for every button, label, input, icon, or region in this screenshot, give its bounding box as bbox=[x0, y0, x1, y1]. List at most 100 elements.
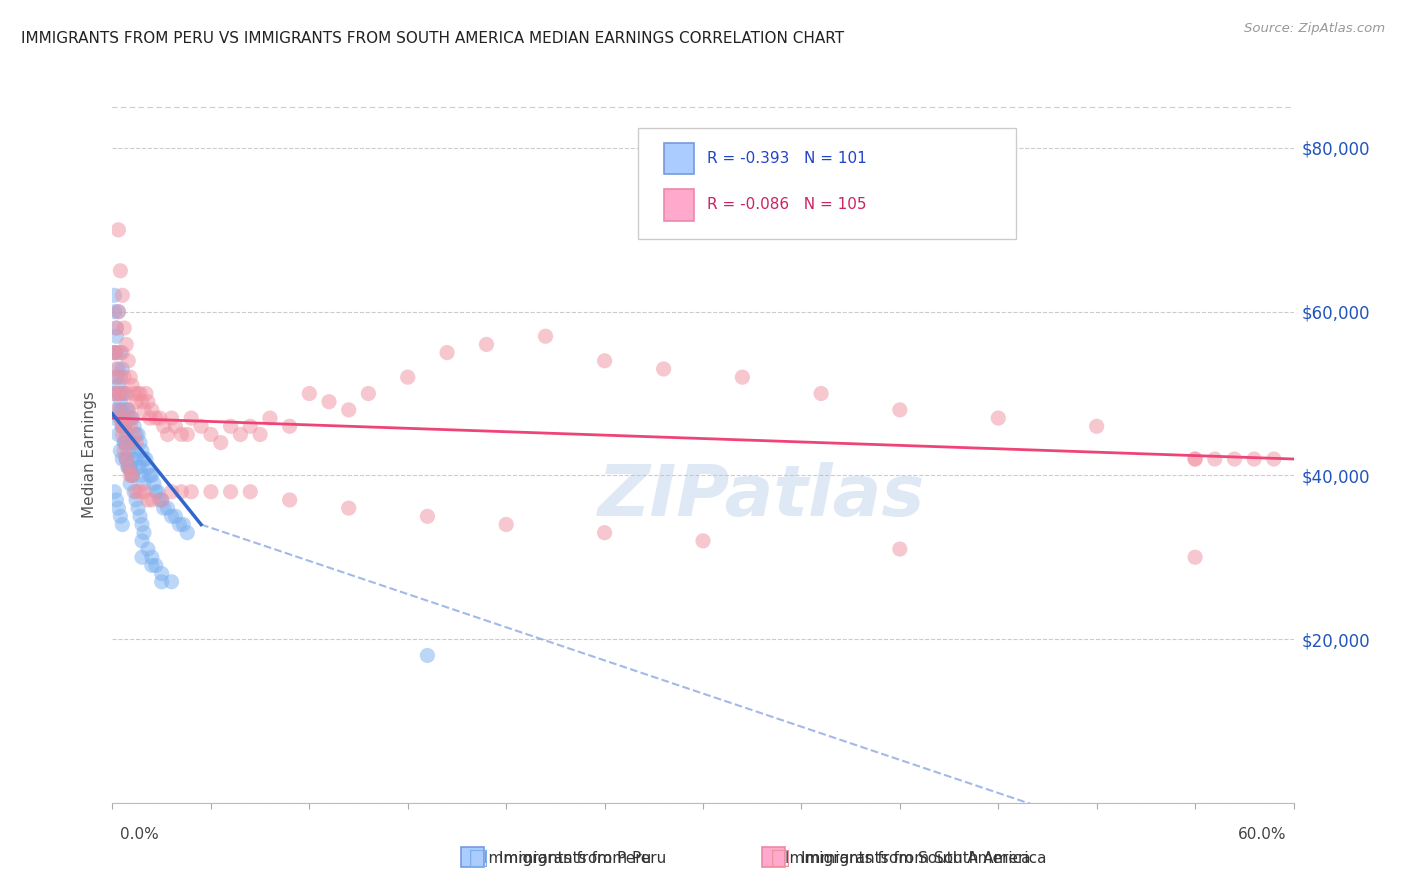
Point bbox=[117, 460, 139, 475]
Point bbox=[120, 435, 142, 450]
Point bbox=[209, 435, 232, 450]
Point bbox=[169, 517, 191, 532]
Point bbox=[987, 411, 1010, 425]
Point bbox=[107, 427, 129, 442]
Point bbox=[152, 419, 174, 434]
Point bbox=[111, 419, 134, 434]
Point bbox=[120, 411, 142, 425]
Point bbox=[190, 419, 212, 434]
Point bbox=[131, 533, 153, 548]
Point bbox=[107, 386, 129, 401]
Point bbox=[120, 476, 142, 491]
Point bbox=[141, 492, 163, 507]
Point bbox=[115, 386, 138, 401]
Point bbox=[1085, 419, 1108, 434]
Point bbox=[103, 345, 125, 359]
Point bbox=[107, 378, 129, 392]
Point bbox=[125, 484, 148, 499]
Point bbox=[111, 419, 134, 434]
Point bbox=[416, 509, 439, 524]
Point bbox=[111, 288, 134, 302]
Point bbox=[115, 435, 138, 450]
Point bbox=[200, 484, 222, 499]
Point bbox=[107, 403, 129, 417]
Point bbox=[111, 517, 134, 532]
Point bbox=[249, 427, 271, 442]
Point bbox=[103, 345, 125, 359]
Point bbox=[103, 288, 125, 302]
Point bbox=[112, 419, 135, 434]
Text: Immigrants from South America: Immigrants from South America bbox=[801, 851, 1047, 865]
Point bbox=[111, 386, 134, 401]
Point bbox=[229, 427, 252, 442]
FancyBboxPatch shape bbox=[461, 847, 484, 867]
Point bbox=[103, 304, 125, 318]
Point bbox=[357, 386, 380, 401]
Point bbox=[112, 419, 135, 434]
Point bbox=[160, 509, 183, 524]
Point bbox=[111, 403, 134, 417]
Point bbox=[136, 460, 159, 475]
Point bbox=[115, 403, 138, 417]
FancyBboxPatch shape bbox=[638, 128, 1017, 239]
Point bbox=[129, 509, 152, 524]
Point bbox=[111, 452, 134, 467]
Point bbox=[141, 558, 163, 573]
Point bbox=[1184, 452, 1206, 467]
Point bbox=[111, 419, 134, 434]
Point bbox=[160, 484, 183, 499]
Point bbox=[110, 411, 132, 425]
Point bbox=[122, 419, 145, 434]
Point bbox=[889, 403, 911, 417]
Point bbox=[149, 411, 172, 425]
Point bbox=[150, 566, 173, 581]
Point bbox=[495, 517, 517, 532]
Point bbox=[125, 435, 148, 450]
Text: Immigrants from Peru: Immigrants from Peru bbox=[484, 851, 651, 865]
Point bbox=[129, 484, 152, 499]
Point bbox=[121, 468, 143, 483]
Point bbox=[298, 386, 321, 401]
Point bbox=[152, 501, 174, 516]
Point bbox=[105, 321, 128, 335]
Point bbox=[135, 386, 157, 401]
Point bbox=[436, 345, 458, 359]
Point bbox=[127, 501, 149, 516]
Point bbox=[149, 492, 172, 507]
Point bbox=[107, 223, 129, 237]
Point bbox=[127, 460, 149, 475]
Point bbox=[142, 476, 165, 491]
Point bbox=[122, 484, 145, 499]
Point bbox=[115, 435, 138, 450]
FancyBboxPatch shape bbox=[664, 143, 693, 174]
Point bbox=[125, 394, 148, 409]
Point bbox=[121, 378, 143, 392]
Point bbox=[141, 550, 163, 565]
Point bbox=[121, 411, 143, 425]
Point bbox=[141, 468, 163, 483]
Text: □: □ bbox=[468, 848, 488, 868]
Text: R = -0.086   N = 105: R = -0.086 N = 105 bbox=[707, 197, 866, 212]
Point bbox=[121, 452, 143, 467]
Point bbox=[1263, 452, 1285, 467]
Point bbox=[103, 386, 125, 401]
Point bbox=[115, 452, 138, 467]
Point bbox=[107, 304, 129, 318]
Point bbox=[117, 435, 139, 450]
Point bbox=[129, 460, 152, 475]
Point bbox=[150, 492, 173, 507]
Point bbox=[180, 484, 202, 499]
Point bbox=[112, 321, 135, 335]
Point bbox=[112, 419, 135, 434]
Point bbox=[107, 386, 129, 401]
Point bbox=[156, 501, 179, 516]
Point bbox=[165, 419, 187, 434]
Point bbox=[117, 403, 139, 417]
Point bbox=[105, 362, 128, 376]
Point bbox=[120, 370, 142, 384]
Point bbox=[122, 386, 145, 401]
Point bbox=[239, 419, 262, 434]
Point bbox=[129, 435, 152, 450]
Point bbox=[110, 394, 132, 409]
Point bbox=[652, 362, 675, 376]
